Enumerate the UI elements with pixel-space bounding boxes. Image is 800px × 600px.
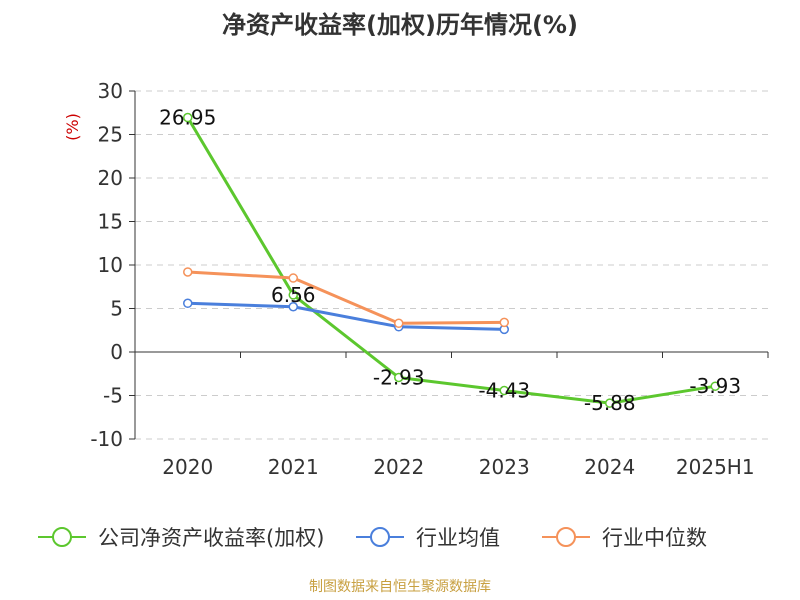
data-point[interactable] bbox=[288, 302, 298, 312]
data-point[interactable] bbox=[288, 290, 298, 300]
series-line bbox=[186, 301, 506, 331]
grid-lines bbox=[135, 90, 768, 440]
legend-marker bbox=[52, 527, 72, 547]
data-label: 26.95 bbox=[159, 106, 216, 130]
y-tick-label: 15 bbox=[98, 210, 123, 234]
axes: 30 25 20 15 10 5 0 -5 -10 2020 2021 2022 2023 2024 202… bbox=[90, 79, 769, 479]
data-label: -2.93 bbox=[373, 365, 425, 389]
y-axis-unit-label: (%) bbox=[63, 113, 82, 141]
y-tick-label: 5 bbox=[110, 297, 123, 321]
data-label: -3.93 bbox=[689, 374, 741, 398]
y-tick-label: 25 bbox=[98, 123, 123, 147]
chart-title: 净资产收益率(加权)历年情况(%) bbox=[222, 11, 578, 39]
legend-label: 行业中位数 bbox=[602, 526, 707, 550]
data-labels: 26.95 6.56 -2.93 -4.43 -5.88 -3.93 bbox=[159, 106, 741, 416]
y-tick-label: 20 bbox=[98, 166, 123, 190]
data-point[interactable] bbox=[394, 372, 404, 383]
legend-item[interactable]: 行业中位数 bbox=[542, 526, 707, 550]
x-tick-label: 2020 bbox=[162, 455, 213, 479]
data-label: -5.88 bbox=[584, 391, 636, 415]
legend-marker bbox=[556, 527, 576, 547]
data-point[interactable] bbox=[183, 267, 193, 277]
series-3 bbox=[183, 267, 509, 329]
series-2 bbox=[183, 298, 509, 335]
legend-label: 公司净资产收益率(加权) bbox=[98, 526, 324, 550]
data-point[interactable] bbox=[710, 381, 720, 391]
y-tick-label: -10 bbox=[90, 427, 123, 451]
x-tick-label: 2021 bbox=[268, 455, 319, 479]
legend-item[interactable]: 行业均值 bbox=[356, 526, 500, 550]
y-tick-label: -5 bbox=[103, 384, 123, 408]
y-tick-label: 30 bbox=[98, 79, 123, 103]
data-point[interactable] bbox=[499, 385, 509, 396]
data-point[interactable] bbox=[288, 273, 298, 283]
data-label: 6.56 bbox=[271, 283, 316, 307]
data-point[interactable] bbox=[605, 398, 615, 408]
x-tick-label: 2024 bbox=[584, 455, 635, 479]
data-point[interactable] bbox=[499, 317, 509, 328]
data-point[interactable] bbox=[394, 318, 404, 329]
data-label: -4.43 bbox=[478, 379, 530, 403]
series-line bbox=[186, 116, 717, 405]
legend: 公司净资产收益率(加权) 行业均值 行业中位数 bbox=[38, 526, 707, 550]
legend-item[interactable]: 公司净资产收益率(加权) bbox=[38, 526, 324, 550]
series-lines bbox=[183, 112, 720, 408]
legend-label: 行业均值 bbox=[416, 526, 500, 550]
data-point[interactable] bbox=[183, 112, 193, 123]
source-note: 制图数据来自恒生聚源数据库 bbox=[309, 579, 491, 595]
y-tick-label: 0 bbox=[110, 340, 123, 364]
x-tick-label: 2022 bbox=[373, 455, 424, 479]
data-point[interactable] bbox=[183, 298, 193, 309]
x-tick-label: 2023 bbox=[479, 455, 530, 479]
x-tick-label: 2025H1 bbox=[676, 455, 755, 479]
legend-marker bbox=[370, 527, 390, 547]
series-1 bbox=[183, 112, 720, 408]
series-line bbox=[186, 270, 506, 325]
y-tick-label: 10 bbox=[98, 253, 123, 277]
